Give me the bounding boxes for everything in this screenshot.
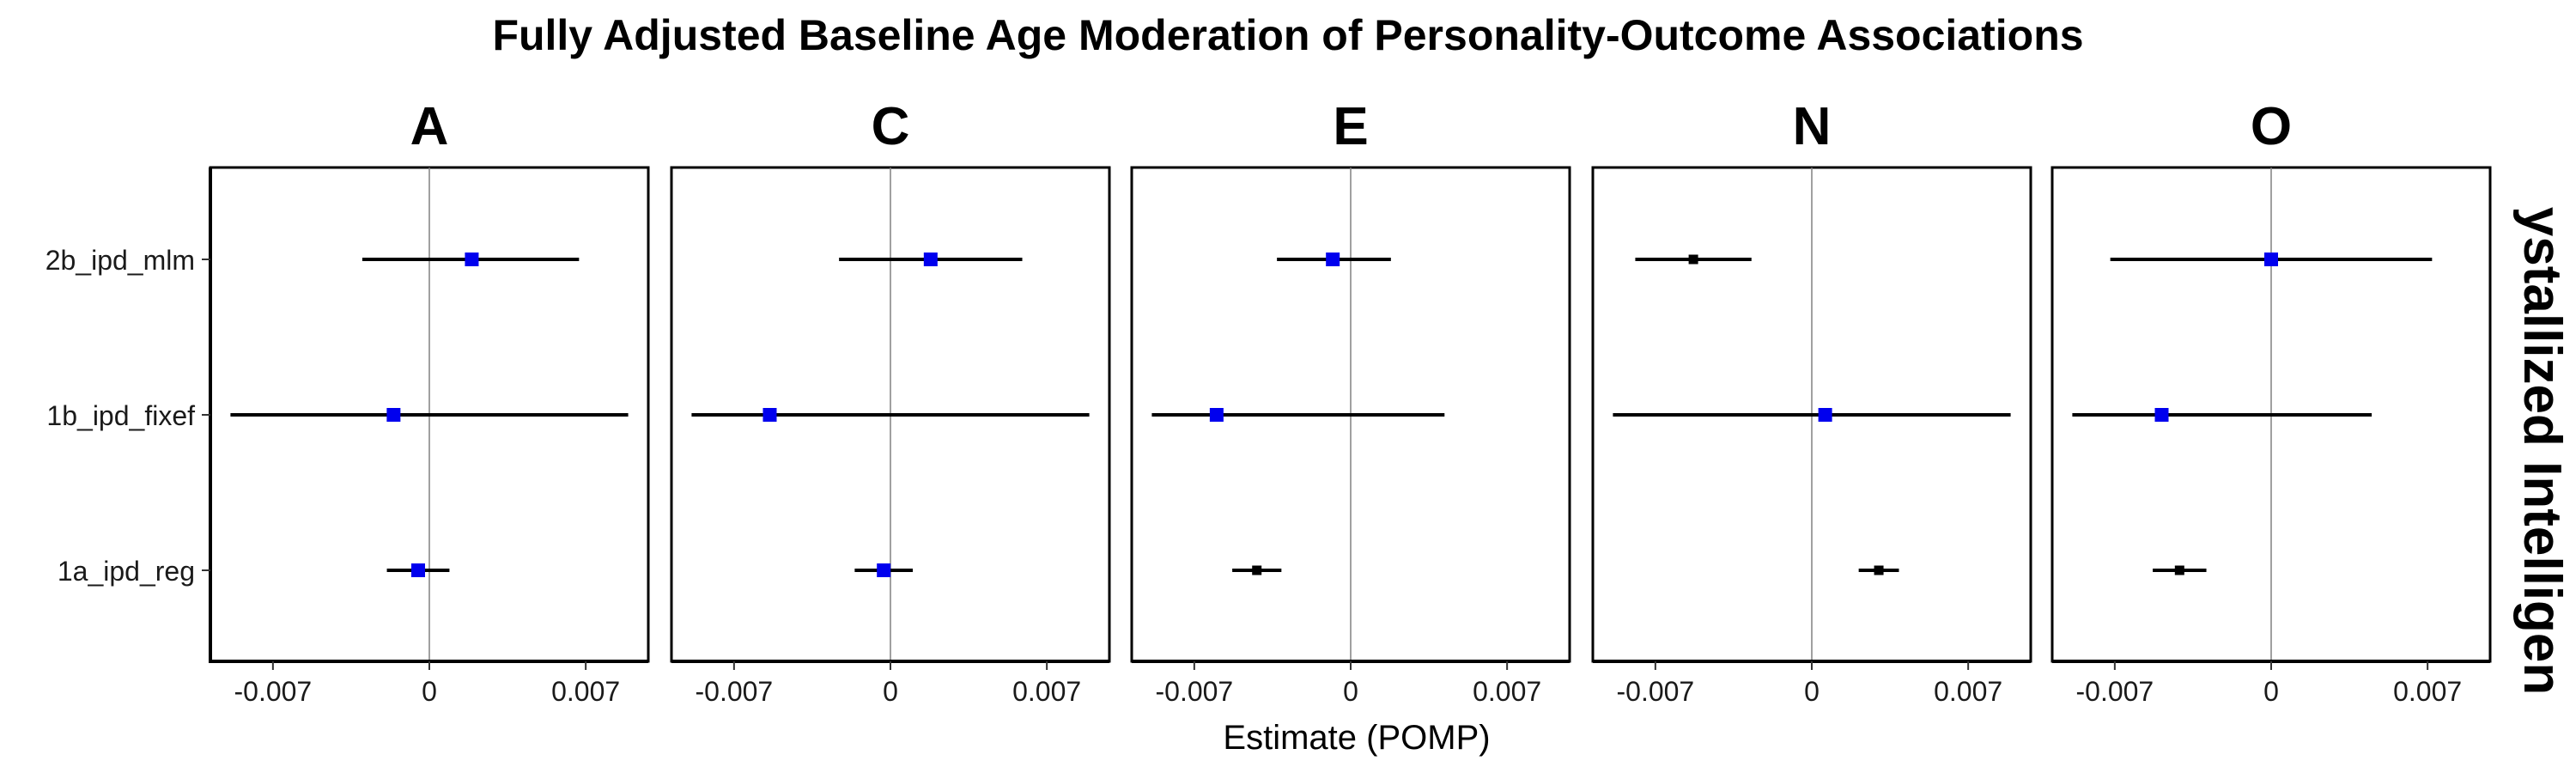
x-tick-label: 0.007	[1012, 676, 1081, 707]
facet-panel-e: E -0.007 0 0.007	[1130, 97, 1571, 707]
point-estimate-o-2b_ipd_mlm	[2264, 253, 2278, 266]
point-estimate-a-1a_ipd_reg	[410, 563, 425, 577]
facet-title-c: C	[872, 97, 910, 156]
x-tick-label: 0	[422, 676, 437, 707]
point-estimate-e-1b_ipd_fixef	[1209, 408, 1224, 422]
y-tick-label: 2b_ipd_mlm	[46, 245, 195, 276]
x-tick-label: -0.007	[2075, 676, 2154, 707]
point-estimate-c-2b_ipd_mlm	[923, 253, 938, 266]
point-estimate-n-1a_ipd_reg	[1874, 565, 1884, 575]
facet-panel-a: A -0.007 0 0.007	[209, 97, 650, 707]
x-tick-label: 0	[1804, 676, 1820, 707]
point-estimate-a-2b_ipd_mlm	[465, 253, 479, 266]
facet-panel-c: C -0.007 0 0.007	[670, 97, 1111, 707]
y-tick-label: 1a_ipd_reg	[58, 556, 195, 587]
point-estimate-e-2b_ipd_mlm	[1326, 253, 1340, 266]
facet-title-n: N	[1793, 97, 1832, 156]
point-estimate-c-1a_ipd_reg	[877, 563, 891, 577]
y-axis: 2b_ipd_mlm 1b_ipd_fixef 1a_ipd_reg	[46, 167, 212, 663]
x-tick-label: 0.007	[1934, 676, 2002, 707]
x-tick-label: -0.007	[695, 676, 773, 707]
point-estimate-c-1b_ipd_fixef	[762, 408, 777, 422]
x-tick-label: -0.007	[1155, 676, 1233, 707]
facet-title-a: A	[410, 97, 449, 156]
facet-panel-o: O -0.007 0 0.007	[2050, 97, 2492, 707]
point-estimate-n-1b_ipd_fixef	[1818, 408, 1832, 422]
x-tick-label: 0.007	[2393, 676, 2462, 707]
facet-strip-right-label: ystallized Intelligen	[2512, 207, 2572, 695]
point-estimate-o-1a_ipd_reg	[2174, 565, 2184, 575]
facet-title-o: O	[2251, 97, 2292, 156]
point-estimate-e-1a_ipd_reg	[1252, 565, 1262, 575]
point-estimate-a-1b_ipd_fixef	[386, 408, 401, 422]
point-estimate-o-1b_ipd_fixef	[2154, 408, 2169, 422]
x-tick-label: 0	[2263, 676, 2279, 707]
chart-title: Fully Adjusted Baseline Age Moderation o…	[492, 11, 2083, 59]
point-estimate-n-2b_ipd_mlm	[1688, 254, 1698, 265]
x-tick-label: 0	[1343, 676, 1358, 707]
x-tick-label: 0	[883, 676, 898, 707]
x-tick-label: 0.007	[1473, 676, 1541, 707]
x-tick-label: -0.007	[234, 676, 312, 707]
x-tick-label: -0.007	[1616, 676, 1694, 707]
y-tick-label: 1b_ipd_fixef	[46, 400, 195, 431]
facet-panel-n: N -0.007 0 0.007	[1591, 97, 2032, 707]
x-axis-title: Estimate (POMP)	[1223, 719, 1490, 757]
x-tick-label: 0.007	[551, 676, 620, 707]
facet-title-e: E	[1333, 97, 1368, 156]
